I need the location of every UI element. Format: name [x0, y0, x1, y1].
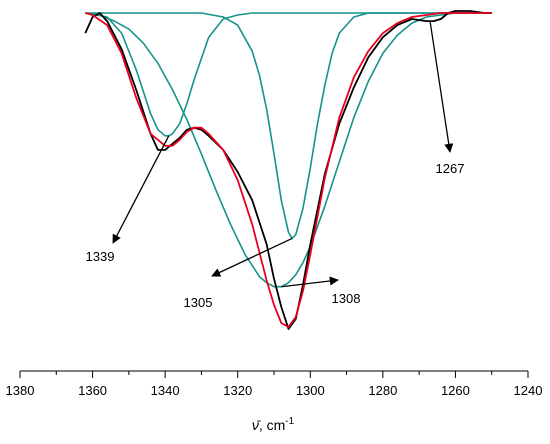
x-tick-label: 1320	[223, 383, 252, 398]
component-peak-1308-line	[85, 12, 492, 288]
annotation-label-1267: 1267	[436, 161, 465, 176]
x-tick-label: 1300	[296, 383, 325, 398]
x-axis-title-exponent: -1	[285, 416, 294, 427]
annotation-arrow-1305	[211, 237, 293, 277]
x-tick-label: 1340	[151, 383, 180, 398]
x-axis-title-unit: , cm	[259, 417, 285, 433]
fit-line	[85, 12, 492, 328]
component-peak-1305-line	[85, 12, 492, 240]
annotation-arrow-1339	[112, 135, 170, 244]
experimental-line	[84, 10, 492, 330]
x-tick-label: 1280	[368, 383, 397, 398]
x-axis-title: ν̄, cm-1	[252, 416, 295, 433]
x-tick-label: 1380	[6, 383, 35, 398]
annotation-label-1308: 1308	[332, 291, 361, 306]
annotation-arrow-1267	[429, 20, 454, 153]
component-peak-1339-line	[85, 12, 492, 137]
annotation-group: 1339 1305 1308 1267	[86, 20, 465, 310]
x-axis: 1380 1360 1340 1320 1300 1280 1260 1240	[6, 370, 543, 398]
annotation-label-1305: 1305	[184, 295, 213, 310]
x-axis-title-symbol: ν̄	[252, 417, 261, 433]
annotation-arrow-1308	[281, 276, 339, 288]
annotation-label-1339: 1339	[86, 249, 115, 264]
x-tick-label: 1360	[78, 383, 107, 398]
x-tick-label: 1240	[514, 383, 543, 398]
series-group	[84, 10, 492, 330]
x-tick-label: 1260	[441, 383, 470, 398]
